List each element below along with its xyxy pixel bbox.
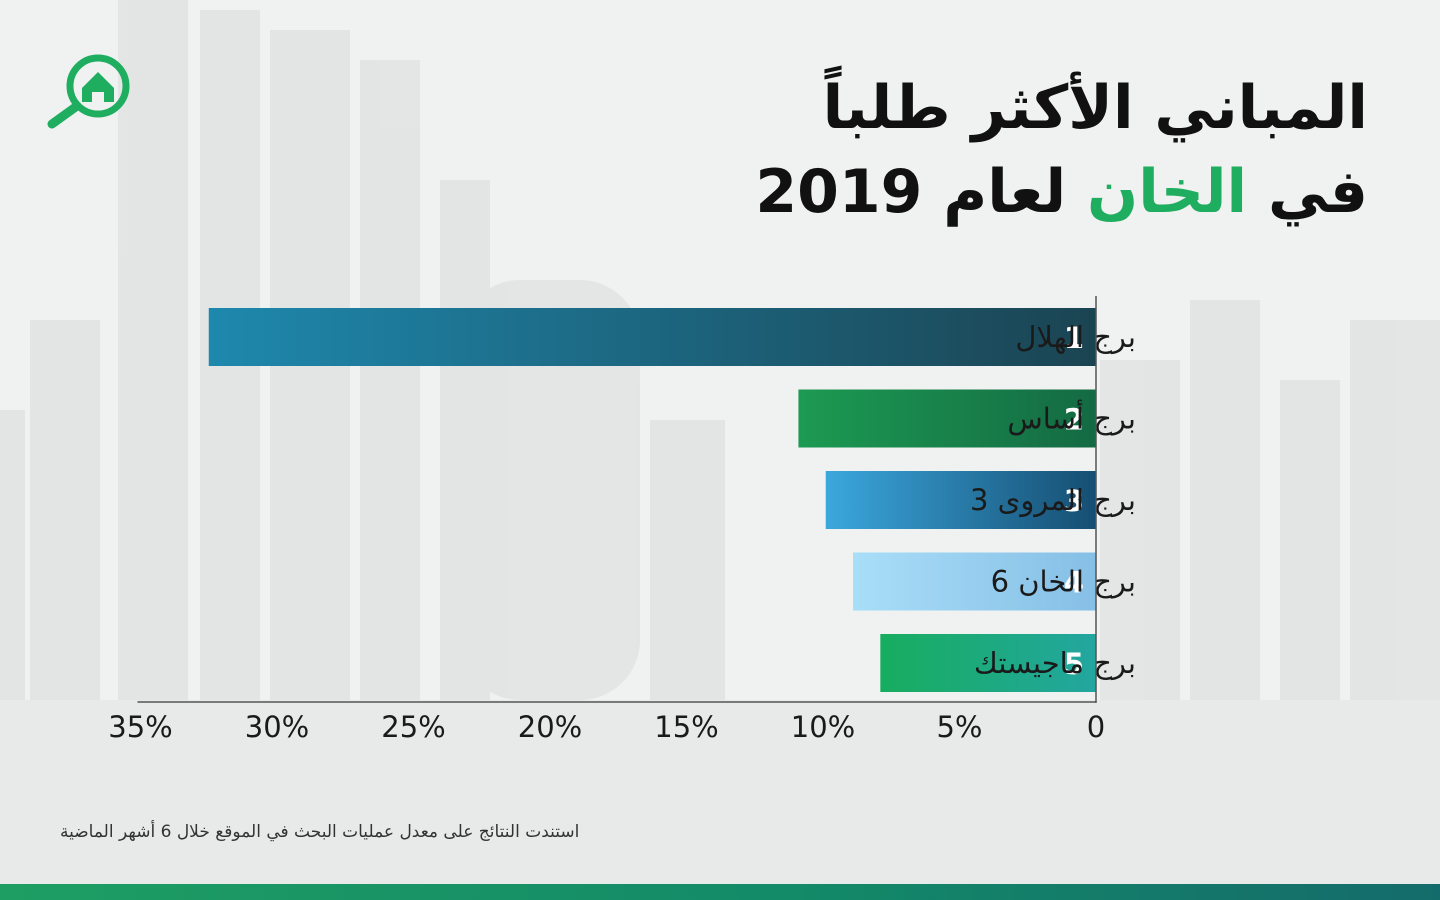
category-label: برج المروى 3 [970,483,1136,518]
bar-rank-label: 5 [1064,647,1084,681]
house-search-icon [47,54,130,129]
footer-band [0,884,1440,900]
x-tick-label: 5% [936,710,982,744]
bar-2 [798,389,1096,448]
x-tick-label: 15% [654,710,718,744]
title-accent: الخان [1087,157,1248,227]
category-label: برج الهلال [1015,320,1136,355]
x-tick-label: 35% [108,710,172,744]
x-tick-label: 0 [1087,710,1105,744]
chart-title-line-2: في الخان لعام 2019 [568,152,1368,232]
bar-4 [853,552,1096,611]
footnote: استندت النتائج على معدل عمليات البحث في … [60,822,580,842]
chart-title-line-1: المباني الأكثر طلباً [822,73,1368,143]
bar-rank-label: 2 [1064,403,1084,437]
x-tick-label: 30% [245,710,309,744]
category-label: برج الخان 6 [991,565,1136,600]
bar-rank-label: 3 [1064,484,1084,518]
category-label: برج ماجيستك [974,646,1136,681]
bar-3 [825,471,1096,529]
x-tick-label: 25% [381,710,445,744]
bar-rank-label: 1 [1064,321,1084,355]
title-prefix: في [1268,157,1368,227]
category-label: برج أساس [1007,399,1136,437]
title-suffix: لعام 2019 [755,157,1067,227]
bar-5 [880,634,1096,692]
bar-rank-label: 4 [1064,566,1084,600]
bar-1 [208,308,1096,366]
x-tick-label: 10% [791,710,855,744]
x-tick-label: 20% [518,710,582,744]
